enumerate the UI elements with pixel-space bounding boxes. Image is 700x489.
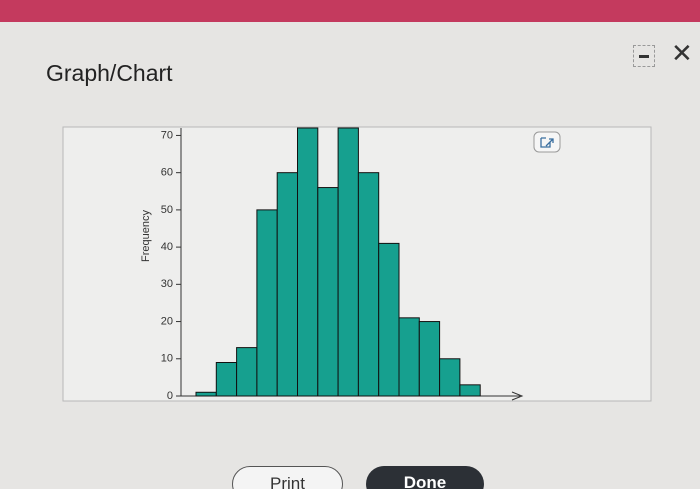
x-axis-arrow [511, 391, 524, 401]
y-tick-label: 50 [161, 204, 173, 216]
dialog-title: Graph/Chart [46, 60, 173, 86]
bar [256, 209, 278, 397]
y-tick-label: 60 [161, 167, 173, 179]
popout-button[interactable] [533, 131, 561, 153]
bar [236, 347, 258, 397]
bar [337, 127, 359, 397]
bar [215, 362, 238, 397]
print-button[interactable]: Print [232, 466, 343, 489]
done-button[interactable]: Done [366, 466, 484, 489]
bar [297, 127, 319, 397]
y-tick-label: 30 [161, 278, 173, 290]
y-tick-label: 20 [161, 315, 173, 327]
bar [276, 172, 299, 397]
y-tick-label: 0 [167, 390, 173, 402]
y-tick-label: 70 [161, 129, 173, 141]
popout-icon [540, 137, 554, 148]
y-tick-label: 10 [161, 353, 173, 365]
bar [357, 172, 380, 397]
minimize-button[interactable] [633, 45, 655, 67]
y-axis-label: Frequency [140, 210, 152, 262]
bar [418, 321, 441, 397]
bar [317, 187, 339, 397]
top-bar [0, 0, 700, 22]
y-tick-label: 40 [161, 241, 173, 253]
bar [439, 358, 461, 397]
bar [378, 242, 400, 397]
bar [459, 384, 481, 397]
bar [398, 317, 420, 397]
close-button[interactable]: ✕ [671, 38, 693, 68]
bar [195, 391, 217, 397]
